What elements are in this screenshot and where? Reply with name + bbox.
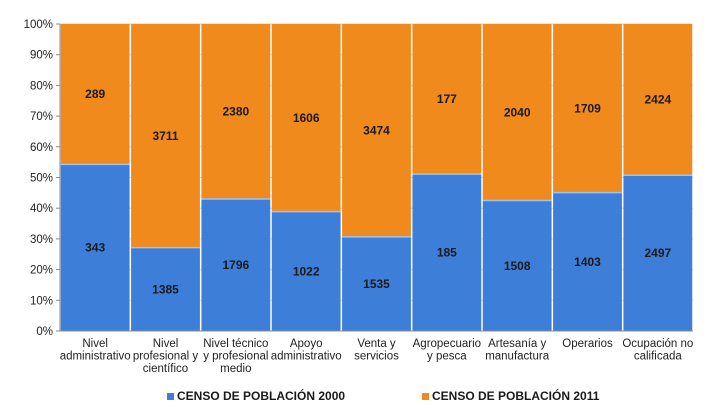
data-label-2000: 1022 [293, 264, 320, 278]
y-tick-label: 60% [30, 142, 53, 154]
data-label-2011: 3474 [363, 123, 390, 137]
category-label: Artesanía y manufactura [485, 338, 550, 363]
y-tick-label: 0% [36, 326, 53, 338]
data-label-2000: 2497 [644, 246, 671, 260]
category-label: Nivel administrativo [60, 338, 131, 363]
data-label-2011: 2040 [504, 105, 531, 119]
data-labels: 343 289 1385 3711 1796 2380 1022 1606 1535 3474 18… [85, 87, 671, 296]
data-label-2011: 2380 [222, 104, 249, 118]
bar-2011 [60, 24, 130, 165]
data-label-2000: 1385 [152, 282, 179, 296]
category-label: Operarios [562, 338, 613, 350]
data-label-2000: 343 [85, 241, 105, 255]
y-tick-label: 100% [24, 19, 53, 31]
data-label-2000: 1535 [363, 277, 390, 291]
category-label: Nivel técnico y profesional medio [203, 338, 268, 375]
legend-item-2011: CENSO DE POBLACIÓN 2011 [422, 389, 599, 403]
category-label: Ocupación no calificada [622, 338, 693, 363]
legend-swatch-2011 [422, 392, 429, 400]
data-label-2011: 2424 [644, 93, 671, 107]
bar-2011 [131, 24, 200, 248]
bar-2011 [271, 24, 341, 212]
bar-2011 [412, 24, 482, 175]
y-tick-label: 10% [30, 295, 53, 307]
data-label-2000: 1796 [222, 258, 249, 272]
y-tick-label: 30% [30, 234, 53, 246]
data-label-2000: 185 [437, 246, 457, 260]
category-label: Agropecuario y pesca [413, 338, 481, 363]
bar-2011 [553, 24, 622, 193]
data-label-2011: 177 [437, 92, 457, 106]
category-label: Apoyo administrativo [271, 338, 342, 363]
legend-label-2011: CENSO DE POBLACIÓN 2011 [432, 389, 600, 403]
data-label-2011: 1709 [574, 101, 601, 115]
y-tick-label: 20% [30, 265, 53, 277]
bar-2000 [131, 247, 200, 331]
y-tick-label: 40% [30, 203, 53, 215]
bar-2000 [482, 200, 552, 331]
legend-swatch-2000 [167, 392, 174, 400]
data-label-2011: 3711 [152, 129, 178, 143]
bars [60, 24, 693, 331]
legend-label-2000: CENSO DE POBLACIÓN 2000 [177, 389, 346, 403]
bar-2000 [60, 164, 130, 331]
bar-2011 [342, 24, 411, 237]
y-tick-label: 70% [30, 111, 53, 123]
bar-2011 [623, 24, 693, 176]
bar-2000 [342, 236, 411, 331]
data-label-2011: 289 [85, 87, 105, 101]
y-tick-label: 50% [30, 173, 53, 185]
bar-2000 [412, 174, 482, 331]
bar-2000 [271, 211, 341, 331]
bar-2011 [201, 24, 271, 199]
data-label-2000: 1403 [574, 255, 601, 269]
data-label-2011: 1606 [293, 111, 320, 125]
bar-2011 [482, 24, 552, 201]
bar-2000 [553, 192, 622, 331]
category-label: Venta y servicios [354, 338, 399, 363]
y-axis-ticks: 0% 10% 20% 30% 40% 50% 60% 70% 80% 90% 100% [24, 19, 60, 338]
bar-2000 [623, 175, 693, 331]
bar-2000 [201, 198, 271, 331]
category-label: Nivel profesional y científico [133, 338, 198, 375]
y-tick-label: 90% [30, 50, 53, 62]
data-label-2000: 1508 [504, 259, 531, 273]
legend-item-2000: CENSO DE POBLACIÓN 2000 [167, 389, 345, 403]
axes [59, 24, 693, 332]
y-tick-label: 80% [30, 80, 53, 92]
